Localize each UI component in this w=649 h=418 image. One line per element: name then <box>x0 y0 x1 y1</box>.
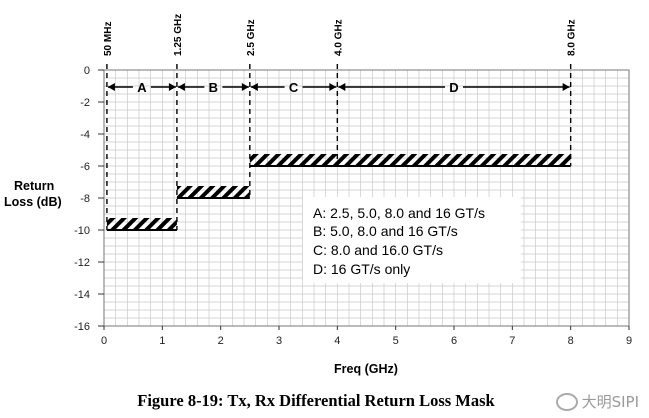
y-tick-label: -14 <box>74 289 90 301</box>
region-arrowhead-left <box>107 83 115 91</box>
frequency-marker-label: 8.0 GHz <box>567 19 578 56</box>
x-tick-label: 4 <box>334 335 340 347</box>
frequency-marker-label: 2.5 GHz <box>246 19 257 56</box>
y-tick-label: -8 <box>80 193 90 205</box>
frequency-markers: 50 MHz 1.25 GHz 2.5 GHz 4.0 GHz 8.0 GHz <box>103 14 578 230</box>
region-arrowhead-right <box>168 83 176 91</box>
x-tick-label: 8 <box>568 335 574 347</box>
region-arrowhead-left <box>338 83 346 91</box>
x-tick-label: 6 <box>451 335 457 347</box>
region-arrows: A B C D <box>107 80 570 95</box>
figure-caption: Figure 8-19: Tx, Rx Differential Return … <box>137 391 495 410</box>
x-tick-label: 2 <box>218 335 224 347</box>
x-tick-label: 3 <box>276 335 282 347</box>
x-tick-label: 5 <box>393 335 399 347</box>
region-arrowhead-right <box>241 83 249 91</box>
legend-entry-b: B: 5.0, 8.0 and 16 GT/s <box>313 223 458 239</box>
region-arrowhead-left <box>250 83 258 91</box>
region-arrowhead-right <box>562 83 570 91</box>
mask-hatch <box>176 186 250 198</box>
x-tick-label: 0 <box>101 335 107 347</box>
x-tick-label: 1 <box>159 335 165 347</box>
x-tick-label: 7 <box>509 335 515 347</box>
region-label: C <box>289 80 299 95</box>
legend: A: 2.5, 5.0, 8.0 and 16 GT/s B: 5.0, 8.0… <box>303 197 521 283</box>
watermark: 大明SIPI <box>555 391 639 412</box>
y-tick-label: -12 <box>74 257 90 269</box>
y-tick-label: -16 <box>74 321 90 333</box>
frequency-marker-label: 4.0 GHz <box>333 19 344 56</box>
region-arrowhead-right <box>329 83 337 91</box>
legend-entry-c: C: 8.0 and 16.0 GT/s <box>313 242 443 258</box>
legend-entry-a: A: 2.5, 5.0, 8.0 and 16 GT/s <box>313 205 485 221</box>
region-arrowhead-left <box>177 83 185 91</box>
y-tick-label: -10 <box>74 225 90 237</box>
x-axis-label: Freq (GHz) <box>334 362 398 376</box>
wechat-logo-icon <box>555 392 578 411</box>
axis-ticks: 0 1 2 3 4 5 6 7 8 9 0 -2 -4 -6 -8 -10 -12 -14 -16 <box>74 65 632 347</box>
legend-box <box>303 197 521 283</box>
y-tick-label: -2 <box>80 97 90 109</box>
frequency-marker-label: 50 MHz <box>103 22 114 56</box>
mask-hatch <box>249 154 571 166</box>
x-tick-label: 9 <box>626 335 632 347</box>
watermark-text: 大明SIPI <box>581 393 639 411</box>
mask-hatch <box>106 218 177 230</box>
frequency-marker-label: 1.25 GHz <box>173 14 184 56</box>
mask-segments <box>106 154 571 231</box>
region-label: B <box>209 80 218 95</box>
y-tick-label: 0 <box>84 65 90 77</box>
region-label: D <box>449 80 458 95</box>
region-label: A <box>137 80 147 95</box>
y-axis-label: Return Loss (dB) <box>4 179 62 209</box>
y-tick-label: -6 <box>80 161 90 173</box>
y-tick-label: -4 <box>80 129 90 141</box>
legend-entry-d: D: 16 GT/s only <box>313 261 410 277</box>
